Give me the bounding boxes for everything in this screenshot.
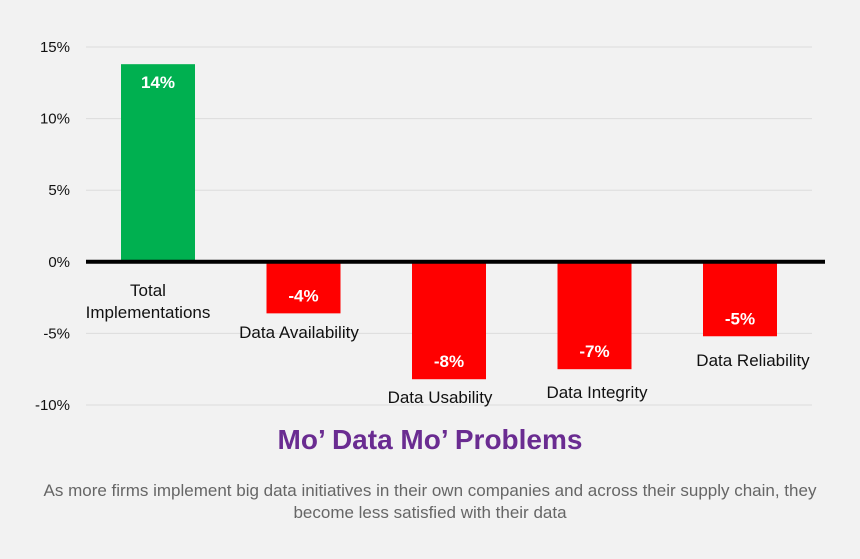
y-tick-label: 0% <box>48 254 70 271</box>
chart-subtitle: As more firms implement big data initiat… <box>43 481 817 522</box>
data-label: -5% <box>725 309 755 328</box>
category-label: Data Reliability <box>696 351 810 370</box>
category-label: Data Availability <box>239 323 359 342</box>
data-label: -4% <box>288 286 318 305</box>
bar-chart: 15% 10% 5% 0% -5% -10% 14% -4% -8% -7% -5% Total Imp… <box>35 39 825 414</box>
y-tick-label: -5% <box>43 325 70 342</box>
data-label: -8% <box>434 352 464 371</box>
y-tick-label: -10% <box>35 397 70 414</box>
category-label: Total Implementations <box>86 281 211 322</box>
category-label-line: Implementations <box>86 303 211 322</box>
category-label-line: Data Reliability <box>696 351 810 370</box>
category-label: Data Integrity <box>546 383 648 402</box>
bar <box>412 261 486 380</box>
bar <box>121 64 195 262</box>
bar <box>703 261 777 337</box>
y-tick-label: 10% <box>40 111 70 128</box>
bar <box>557 261 632 370</box>
data-label: -7% <box>579 342 609 361</box>
category-label: Data Usability <box>388 388 493 407</box>
bar <box>266 261 341 314</box>
data-label: 14% <box>141 73 175 92</box>
category-label-line: Total <box>130 281 166 300</box>
category-label-line: Data Availability <box>239 323 359 342</box>
category-label-line: Data Integrity <box>546 383 648 402</box>
y-tick-label: 15% <box>40 39 70 56</box>
category-label-line: Data Usability <box>388 388 493 407</box>
chart-title: Mo’ Data Mo’ Problems <box>277 424 583 455</box>
y-tick-label: 5% <box>48 182 70 199</box>
